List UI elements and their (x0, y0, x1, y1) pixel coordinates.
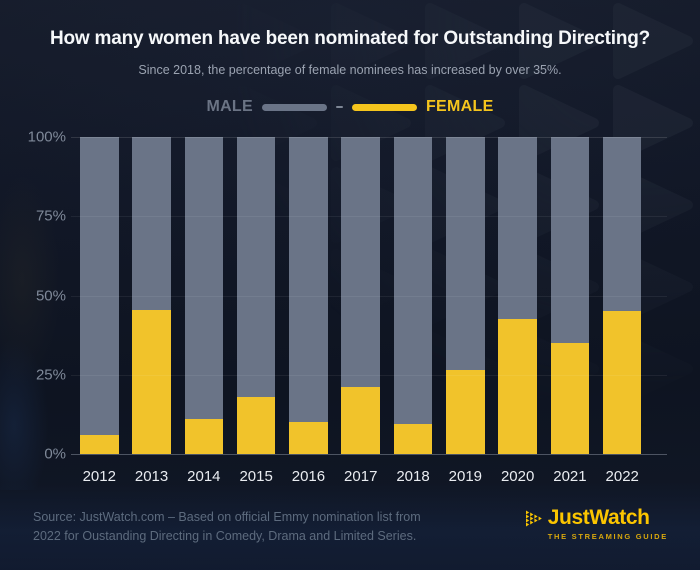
y-axis-label-100: 100% (27, 128, 66, 146)
bar-male-segment (393, 137, 433, 424)
justwatch-logo-tagline: THE STREAMING GUIDE (547, 532, 668, 541)
bar-female-segment (446, 370, 485, 454)
legend-male-label: MALE (206, 98, 253, 115)
legend-male-swatch (261, 103, 327, 111)
bar-male-segment (498, 137, 537, 320)
y-axis-label-50: 50% (35, 287, 66, 304)
bar-2015 (236, 137, 276, 454)
x-axis-label-2012: 2012 (82, 468, 116, 485)
stacked-bar-chart: 100% 75% 50% 25% 0% (28, 129, 667, 463)
x-axis-label-2015: 2015 (239, 468, 273, 485)
x-axis-labels: 2012 2013 2014 2015 2016 2017 2018 2019 2020 2021… (71, 468, 667, 485)
chart-bars (71, 137, 667, 454)
bar-male-segment (341, 137, 380, 388)
bar-2018 (393, 137, 433, 454)
justwatch-logo-text-block: JustWatch THE STREAMING GUIDE (548, 507, 668, 541)
bar-male-segment (80, 137, 119, 435)
x-axis-label-2016: 2016 (291, 468, 326, 485)
x-axis-label-2022: 2022 (605, 468, 639, 485)
bar-female-segment (184, 419, 224, 454)
x-axis-label-2021: 2021 (553, 468, 587, 485)
bar-2019 (446, 137, 485, 454)
bar-male-segment (446, 137, 485, 370)
bar-male-segment (184, 137, 224, 420)
chart-legend: MALE FEMALE (0, 97, 700, 117)
x-axis-label-2017: 2017 (344, 468, 378, 485)
legend-female-swatch (351, 103, 417, 111)
x-axis-label-2019: 2019 (448, 468, 483, 485)
bar-female-segment (393, 423, 433, 454)
legend-female-label: FEMALE (425, 98, 494, 115)
bar-male-segment (550, 137, 590, 344)
bar-2012 (80, 137, 119, 454)
bar-2021 (550, 137, 590, 454)
y-axis-label-25: 25% (35, 366, 66, 384)
bar-2020 (498, 137, 537, 454)
x-axis-label-2014: 2014 (187, 468, 221, 485)
bar-2017 (341, 137, 380, 454)
page-subtitle: Since 2018, the percentage of female nom… (138, 63, 562, 77)
justwatch-logo: JustWatch THE STREAMING GUIDE (525, 507, 668, 541)
y-axis-label-75: 75% (35, 207, 66, 225)
source-note-line2: 2022 for Oustanding Directing in Comedy,… (33, 528, 417, 543)
bar-female-segment (80, 434, 119, 454)
bar-male-segment (289, 137, 328, 423)
bar-female-segment (550, 343, 590, 454)
source-note: Source: JustWatch.com – Based on officia… (33, 508, 421, 545)
gridline-0 (71, 454, 667, 455)
y-axis-label-0: 0% (44, 445, 66, 463)
bar-female-segment (341, 387, 380, 454)
bar-female-segment (498, 319, 537, 454)
bar-2013 (132, 137, 171, 454)
justwatch-logo-name: JustWatch (547, 506, 650, 529)
source-note-line1: Source: JustWatch.com – Based on officia… (33, 510, 421, 524)
x-axis-label-2018: 2018 (396, 468, 430, 485)
page-title: How many women have been nominated for O… (49, 28, 651, 49)
bar-female-segment (289, 422, 328, 454)
bar-2022 (602, 137, 642, 454)
bar-2014 (184, 137, 224, 454)
x-axis-label-2013: 2013 (134, 468, 169, 485)
bar-male-segment (132, 137, 171, 310)
legend-separator-dash (335, 106, 343, 108)
bar-male-segment (236, 137, 276, 397)
bar-female-segment (236, 396, 276, 454)
x-axis-label-2020: 2020 (500, 468, 535, 485)
bar-male-segment (602, 137, 642, 312)
justwatch-play-arrow-icon (525, 510, 542, 527)
bar-female-segment (132, 309, 171, 454)
bar-2016 (289, 137, 328, 454)
bar-female-segment (602, 311, 642, 454)
